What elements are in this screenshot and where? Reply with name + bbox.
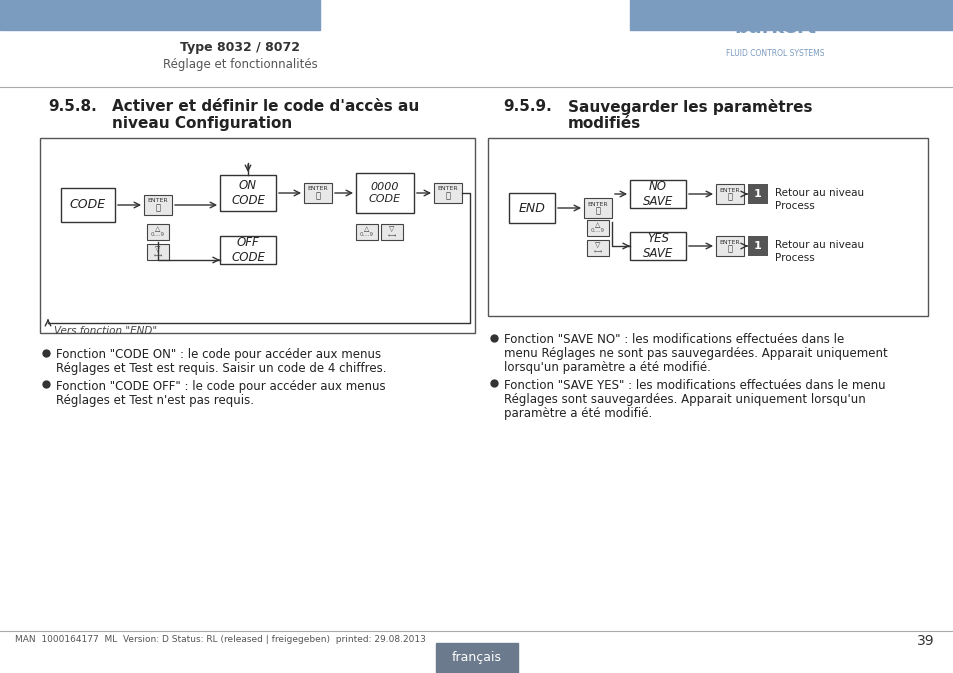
Bar [355,173,414,213]
Bar [716,184,743,204]
Bar [629,0,953,30]
Text: ←→: ←→ [153,252,162,258]
Text: 1: 1 [753,189,761,199]
Text: Retour au niveau: Retour au niveau [774,188,863,198]
Bar [147,244,169,260]
Text: niveau Configuration: niveau Configuration [112,116,292,131]
Text: 9.5.9.: 9.5.9. [502,99,551,114]
Bar [509,193,555,223]
Bar [434,183,461,203]
Text: ▽: ▽ [389,226,395,232]
Text: FLUID CONTROL SYSTEMS: FLUID CONTROL SYSTEMS [725,49,823,58]
Text: Fonction "CODE ON" : le code pour accéder aux menus: Fonction "CODE ON" : le code pour accéde… [56,348,381,361]
Bar [488,138,927,316]
Text: 0....9: 0....9 [359,232,374,238]
Text: ✋: ✋ [155,203,160,213]
Text: paramètre a été modifié.: paramètre a été modifié. [503,407,652,420]
Text: △: △ [364,226,370,232]
Text: △: △ [595,222,600,228]
Text: Vers fonction "END": Vers fonction "END" [54,326,157,336]
Bar [586,240,608,256]
Text: 39: 39 [917,634,934,648]
Text: Fonction "SAVE NO" : les modifications effectuées dans le: Fonction "SAVE NO" : les modifications e… [503,333,843,346]
Bar [355,224,377,240]
Text: 0....9: 0....9 [151,232,165,238]
Bar [583,198,612,218]
Text: ENTER: ENTER [587,201,608,207]
Text: Sauvegarder les paramètres: Sauvegarder les paramètres [567,99,812,115]
Text: ENTER: ENTER [148,199,168,203]
Text: ✋: ✋ [445,192,450,201]
Bar [220,175,275,211]
Bar [747,236,767,256]
Text: Retour au niveau: Retour au niveau [774,240,863,250]
Bar [0,0,319,30]
Text: français: français [452,651,501,664]
Text: Activer et définir le code d'accès au: Activer et définir le code d'accès au [112,99,418,114]
Bar [147,224,169,240]
Text: NO
SAVE: NO SAVE [642,180,673,208]
Text: YES
SAVE: YES SAVE [642,232,673,260]
Text: Process: Process [774,201,814,211]
Bar [629,180,685,208]
Bar [716,236,743,256]
Text: menu Réglages ne sont pas sauvegardées. Apparait uniquement: menu Réglages ne sont pas sauvegardées. … [503,347,887,360]
Text: ENTER: ENTER [308,186,328,192]
Bar [436,643,517,673]
Text: ←→: ←→ [593,248,602,254]
Bar [380,224,402,240]
Text: Process: Process [774,253,814,263]
Text: modifiés: modifiés [567,116,640,131]
Text: ✋: ✋ [595,207,599,215]
Text: Type 8032 / 8072: Type 8032 / 8072 [180,41,299,54]
Bar [61,188,115,222]
Text: ENTER: ENTER [719,240,740,244]
Text: Réglages sont sauvegardées. Apparait uniquement lorsqu'un: Réglages sont sauvegardées. Apparait uni… [503,393,864,406]
Text: △: △ [155,226,160,232]
Bar [629,232,685,260]
Bar [586,220,608,236]
Text: ✋: ✋ [727,192,732,201]
Text: Réglages et Test est requis. Saisir un code de 4 chiffres.: Réglages et Test est requis. Saisir un c… [56,362,386,375]
Text: 1: 1 [753,241,761,251]
Text: Réglages et Test n'est pas requis.: Réglages et Test n'est pas requis. [56,394,253,407]
Text: OFF
CODE: OFF CODE [231,236,265,264]
Text: ▽: ▽ [595,242,600,248]
Bar [220,236,275,264]
Text: Réglage et fonctionnalités: Réglage et fonctionnalités [162,58,317,71]
Text: Fonction "SAVE YES" : les modifications effectuées dans le menu: Fonction "SAVE YES" : les modifications … [503,379,884,392]
Text: ENTER: ENTER [719,188,740,192]
Text: 0....9: 0....9 [590,229,604,234]
Text: bürkert: bürkert [733,18,815,37]
Text: ✋: ✋ [315,192,320,201]
Text: ▽: ▽ [155,246,160,252]
Bar [304,183,332,203]
Bar [747,184,767,204]
Text: CODE: CODE [70,199,106,211]
Text: ✋: ✋ [727,244,732,254]
Text: ON
CODE: ON CODE [231,179,265,207]
Text: 9.5.8.: 9.5.8. [48,99,96,114]
Text: ENTER: ENTER [437,186,457,192]
Bar [144,195,172,215]
Text: 0000
CODE: 0000 CODE [369,182,400,204]
Text: MAN  1000164177  ML  Version: D Status: RL (released | freigegeben)  printed: 29: MAN 1000164177 ML Version: D Status: RL … [15,635,425,644]
Text: lorsqu'un paramètre a été modifié.: lorsqu'un paramètre a été modifié. [503,361,710,374]
Text: END: END [518,201,545,215]
Text: Fonction "CODE OFF" : le code pour accéder aux menus: Fonction "CODE OFF" : le code pour accéd… [56,380,385,393]
Bar [40,138,475,333]
Text: ←→: ←→ [387,232,396,238]
